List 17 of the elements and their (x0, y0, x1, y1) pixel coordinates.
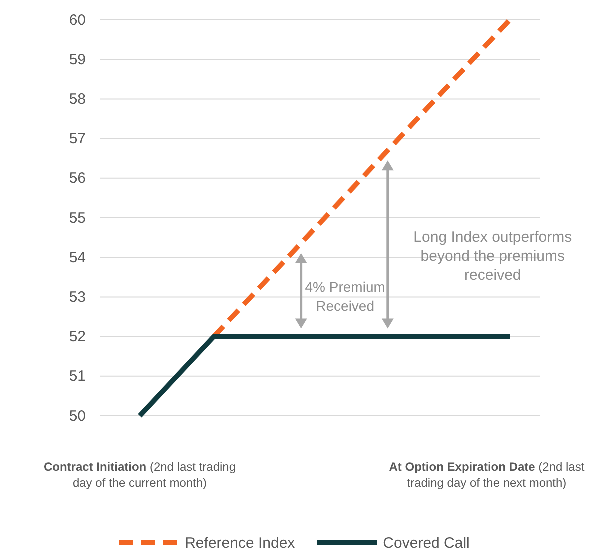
category-label: At Option Expiration Date (2nd last trading day of the next month) (389, 460, 585, 490)
y-tick-label: 50 (69, 408, 86, 425)
y-tick-label: 57 (69, 130, 86, 148)
y-tick-label: 55 (69, 210, 86, 227)
legend-label: Reference Index (185, 535, 296, 551)
y-tick-label: 51 (69, 368, 86, 386)
y-tick-label: 60 (69, 12, 86, 29)
annotation: Long Index outperforms beyond the premiums received (414, 228, 572, 284)
y-tick-label: 52 (69, 328, 86, 346)
y-tick-label: 53 (69, 289, 86, 306)
category-label: Contract Initiation (2nd last trading day of the current month) (44, 460, 236, 490)
legend-label: Covered Call (383, 535, 470, 551)
y-tick-label: 58 (69, 91, 86, 108)
y-tick-label: 59 (69, 51, 86, 68)
annotation: 4% Premium Received (305, 278, 386, 314)
y-tick-label: 54 (69, 249, 86, 266)
y-tick-label: 56 (69, 170, 86, 188)
